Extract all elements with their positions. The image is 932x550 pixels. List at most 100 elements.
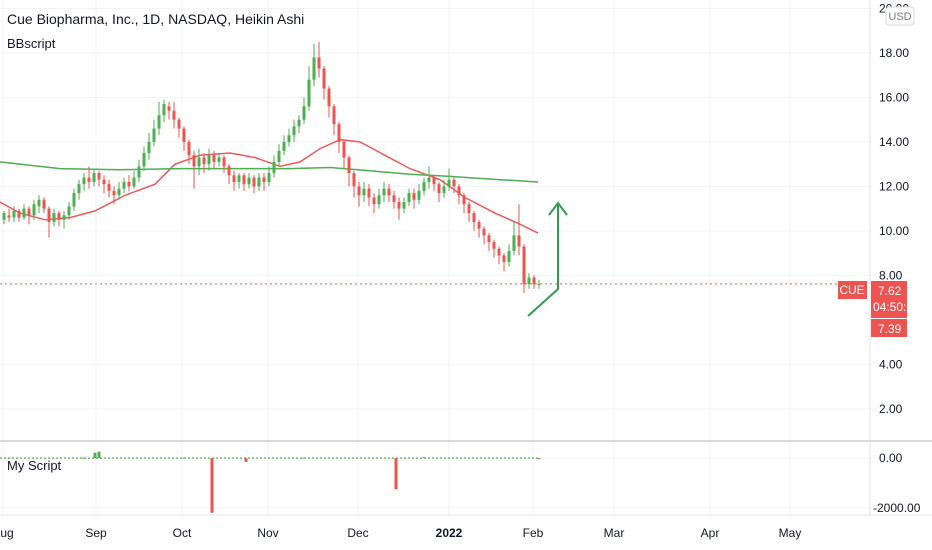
lower-axis-labels[interactable]: 0.00 -2000.00 [873,451,921,515]
time-tick-label: May [779,526,802,540]
candle-body [382,188,386,196]
candle-down [532,275,536,289]
candle-body [87,177,91,182]
candle-down [487,233,491,251]
indicator-label[interactable]: BBscript [7,36,56,51]
candle-body [227,166,231,176]
candle-down [222,155,226,174]
candle-body [222,157,226,167]
candle-up [402,197,406,214]
heikin-ashi-candles [2,41,541,294]
candle-up [2,210,6,225]
candle-body [502,255,506,263]
histogram-bar [537,458,541,460]
candle-down [437,181,441,202]
candle-down [57,210,61,227]
candle-up [537,279,541,289]
candle-up [287,128,291,147]
lower-tick-label: 0.00 [879,451,903,465]
candle-body [172,110,176,120]
candle-body [197,157,201,167]
candle-body [272,161,276,174]
candle-body [527,277,531,285]
up-arrow-drawing[interactable] [527,201,568,317]
candle-up [72,188,76,211]
candle-body [287,135,291,142]
candle-down [242,173,246,191]
candle-up [267,166,271,187]
my-script-histogram [0,451,541,513]
candle-down [367,184,371,207]
candle-down [87,166,91,189]
candle-down [357,181,361,207]
candle-body [377,195,381,205]
histogram-bar [82,457,86,459]
price-tick-label: 4.00 [879,357,903,371]
histogram-bar [210,458,214,513]
candle-down [17,208,21,222]
candle-up [447,168,451,191]
candle-body [402,201,406,209]
candle-body [507,250,511,263]
candle-body [52,213,56,222]
candle-down [412,188,416,209]
candle-up [272,155,276,178]
candle-body [257,177,261,187]
candle-body [27,208,31,216]
candle-body [57,213,61,220]
candle-body [102,179,106,185]
candle-down [7,208,11,222]
candle-body [217,157,221,162]
candle-body [152,128,156,142]
candle-down [232,170,236,191]
candle-body [457,186,461,196]
candle-body [392,195,396,202]
candle-body [247,177,251,185]
time-tick-label: Dec [347,526,368,540]
candle-body [252,177,256,187]
candle-up [312,44,316,87]
last-price-badge: 7.62 04:50:01 [871,281,920,318]
currency-button[interactable]: USD [885,6,915,26]
candle-down [477,219,481,238]
candle-up [307,66,311,111]
bar-countdown: 04:50:01 [873,300,920,314]
candle-body [12,210,16,218]
candle-body [182,128,186,142]
candle-up [122,177,126,194]
candle-body [107,184,111,191]
candle-up [117,181,121,200]
price-tick-label: 10.00 [879,224,909,238]
candle-up [297,115,301,134]
candle-down [472,210,476,231]
candle-body [412,193,416,200]
candle-up [302,97,306,125]
candle-body [432,177,436,185]
candle-up [282,135,286,156]
candle-body [322,68,326,89]
candle-body [437,184,441,194]
ma-line [0,161,539,183]
candle-down [432,175,436,191]
candle-body [117,188,121,196]
candle-up [407,188,411,207]
candle-body [357,186,361,196]
candle-body [237,175,241,182]
candle-body [47,208,51,222]
candle-down [102,175,106,194]
candle-up [152,119,156,147]
candle-body [417,190,421,200]
candle-down [182,126,186,151]
candle-down [517,204,521,256]
candle-body [442,186,446,194]
lower-pane-label[interactable]: My Script [7,458,62,473]
candle-down [387,184,391,202]
time-axis-labels[interactable]: Aug Sep Oct Nov Dec 2022 Feb Mar Apr May [0,526,801,540]
price-tick-label: 16.00 [879,90,909,104]
open-price-value: 7.39 [878,322,902,336]
candle-body [132,177,136,187]
candle-down [112,186,116,205]
candle-body [532,277,536,285]
candle-down [97,170,101,187]
